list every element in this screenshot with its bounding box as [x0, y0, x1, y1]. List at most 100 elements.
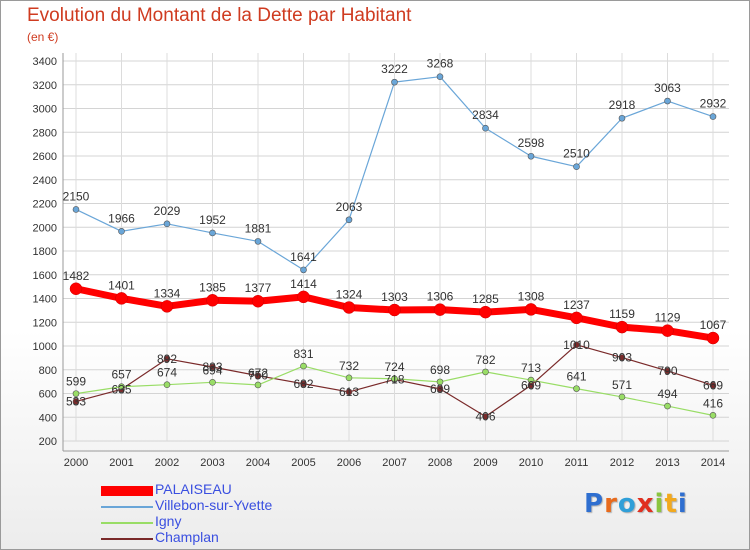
x-tick-label: 2004	[246, 457, 270, 469]
data-point	[251, 294, 265, 308]
data-label: 494	[657, 387, 677, 401]
data-label: 3222	[381, 62, 408, 76]
x-tick-label: 2002	[155, 457, 179, 469]
data-point	[661, 324, 674, 337]
data-label: 1324	[336, 288, 363, 302]
data-point	[391, 375, 398, 383]
data-label: 892	[157, 352, 177, 366]
data-point	[436, 378, 444, 386]
y-tick-label: 1200	[33, 317, 57, 329]
data-point	[342, 301, 356, 314]
data-point	[527, 152, 535, 160]
data-label-layer: 1482 1401 1334 1385 1377 1414 1324 1303 1306 1285…	[63, 57, 727, 424]
legend-swatch	[101, 486, 153, 496]
data-label: 1237	[563, 298, 590, 312]
data-point	[664, 402, 671, 410]
data-label: 1010	[563, 338, 590, 352]
logo-letter: o	[617, 489, 637, 519]
x-tick-label: 2013	[655, 457, 679, 469]
data-point	[163, 355, 171, 363]
logo-letter: i	[654, 489, 665, 519]
data-label: 823	[202, 360, 222, 374]
y-tick-label: 1600	[33, 270, 57, 282]
data-point	[69, 282, 83, 296]
x-tick-label: 2000	[64, 457, 88, 469]
data-point	[72, 390, 80, 397]
data-point	[163, 381, 171, 389]
data-label: 831	[293, 347, 313, 361]
legend-label: Champlan	[155, 529, 219, 545]
data-label: 1414	[290, 277, 317, 291]
data-label: 2834	[472, 108, 499, 122]
logo-letter: x	[636, 489, 655, 519]
data-label: 533	[66, 394, 86, 408]
data-point	[618, 114, 626, 122]
legend-label: Igny	[155, 513, 182, 529]
data-label: 639	[430, 382, 450, 396]
data-label: 750	[248, 369, 268, 383]
data-point	[664, 97, 671, 105]
data-label: 406	[475, 410, 495, 424]
data-point	[118, 383, 125, 391]
legend-label: PALAISEAU	[155, 481, 232, 497]
data-label: 2029	[154, 204, 181, 218]
y-tick-label: 2200	[33, 199, 57, 211]
legend-swatch	[101, 522, 153, 524]
data-label: 674	[157, 366, 177, 380]
data-point	[300, 266, 307, 274]
data-label: 1377	[245, 281, 272, 295]
data-label: 641	[566, 370, 586, 384]
y-tick-label: 400	[39, 412, 57, 424]
data-label: 1401	[108, 278, 135, 292]
y-tick-label: 3400	[33, 56, 57, 68]
x-tick-label: 2001	[109, 457, 133, 469]
data-point	[664, 367, 671, 375]
data-label: 903	[612, 351, 632, 365]
data-point	[300, 362, 307, 370]
logo-letter: i	[677, 489, 688, 519]
chart-subtitle: (en €)	[27, 30, 59, 44]
data-point	[482, 368, 489, 376]
data-point	[345, 388, 353, 396]
data-label: 571	[612, 378, 632, 392]
logo-letter: P	[584, 489, 605, 519]
data-label: 2150	[63, 189, 90, 203]
data-point	[254, 238, 262, 245]
logo-letter: r	[604, 489, 618, 519]
y-tick-label: 2000	[33, 222, 57, 234]
data-label: 732	[339, 359, 359, 373]
data-label: 613	[339, 385, 359, 399]
data-point	[615, 320, 629, 334]
data-label: 682	[293, 377, 313, 391]
data-point	[388, 303, 401, 317]
data-point	[115, 292, 128, 305]
data-point	[254, 372, 262, 379]
logo-letter: t	[664, 489, 678, 519]
data-point	[709, 412, 717, 419]
data-point	[706, 331, 720, 345]
data-label: 1482	[63, 269, 90, 283]
series-layer	[69, 73, 720, 420]
data-label: 3063	[654, 81, 681, 95]
y-tick-label: 1400	[33, 294, 57, 306]
y-tick-label: 3200	[33, 80, 57, 92]
data-point	[436, 73, 444, 80]
data-point	[479, 305, 492, 319]
data-label: 416	[703, 396, 723, 410]
data-label: 1306	[427, 290, 454, 304]
data-point	[618, 354, 626, 361]
data-label: 718	[384, 372, 404, 386]
data-point	[345, 216, 353, 224]
data-point	[527, 376, 535, 384]
data-point	[206, 294, 219, 307]
data-label: 1952	[199, 213, 226, 227]
data-label: 694	[202, 363, 222, 377]
x-tick-label: 2003	[200, 457, 224, 469]
proxiti-logo: Proxiti	[584, 489, 688, 519]
data-point	[436, 385, 444, 393]
data-label: 1285	[472, 292, 499, 306]
y-tick-label: 2600	[33, 151, 57, 163]
legend-swatch	[101, 506, 153, 508]
y-tick-label: 2400	[33, 175, 57, 187]
